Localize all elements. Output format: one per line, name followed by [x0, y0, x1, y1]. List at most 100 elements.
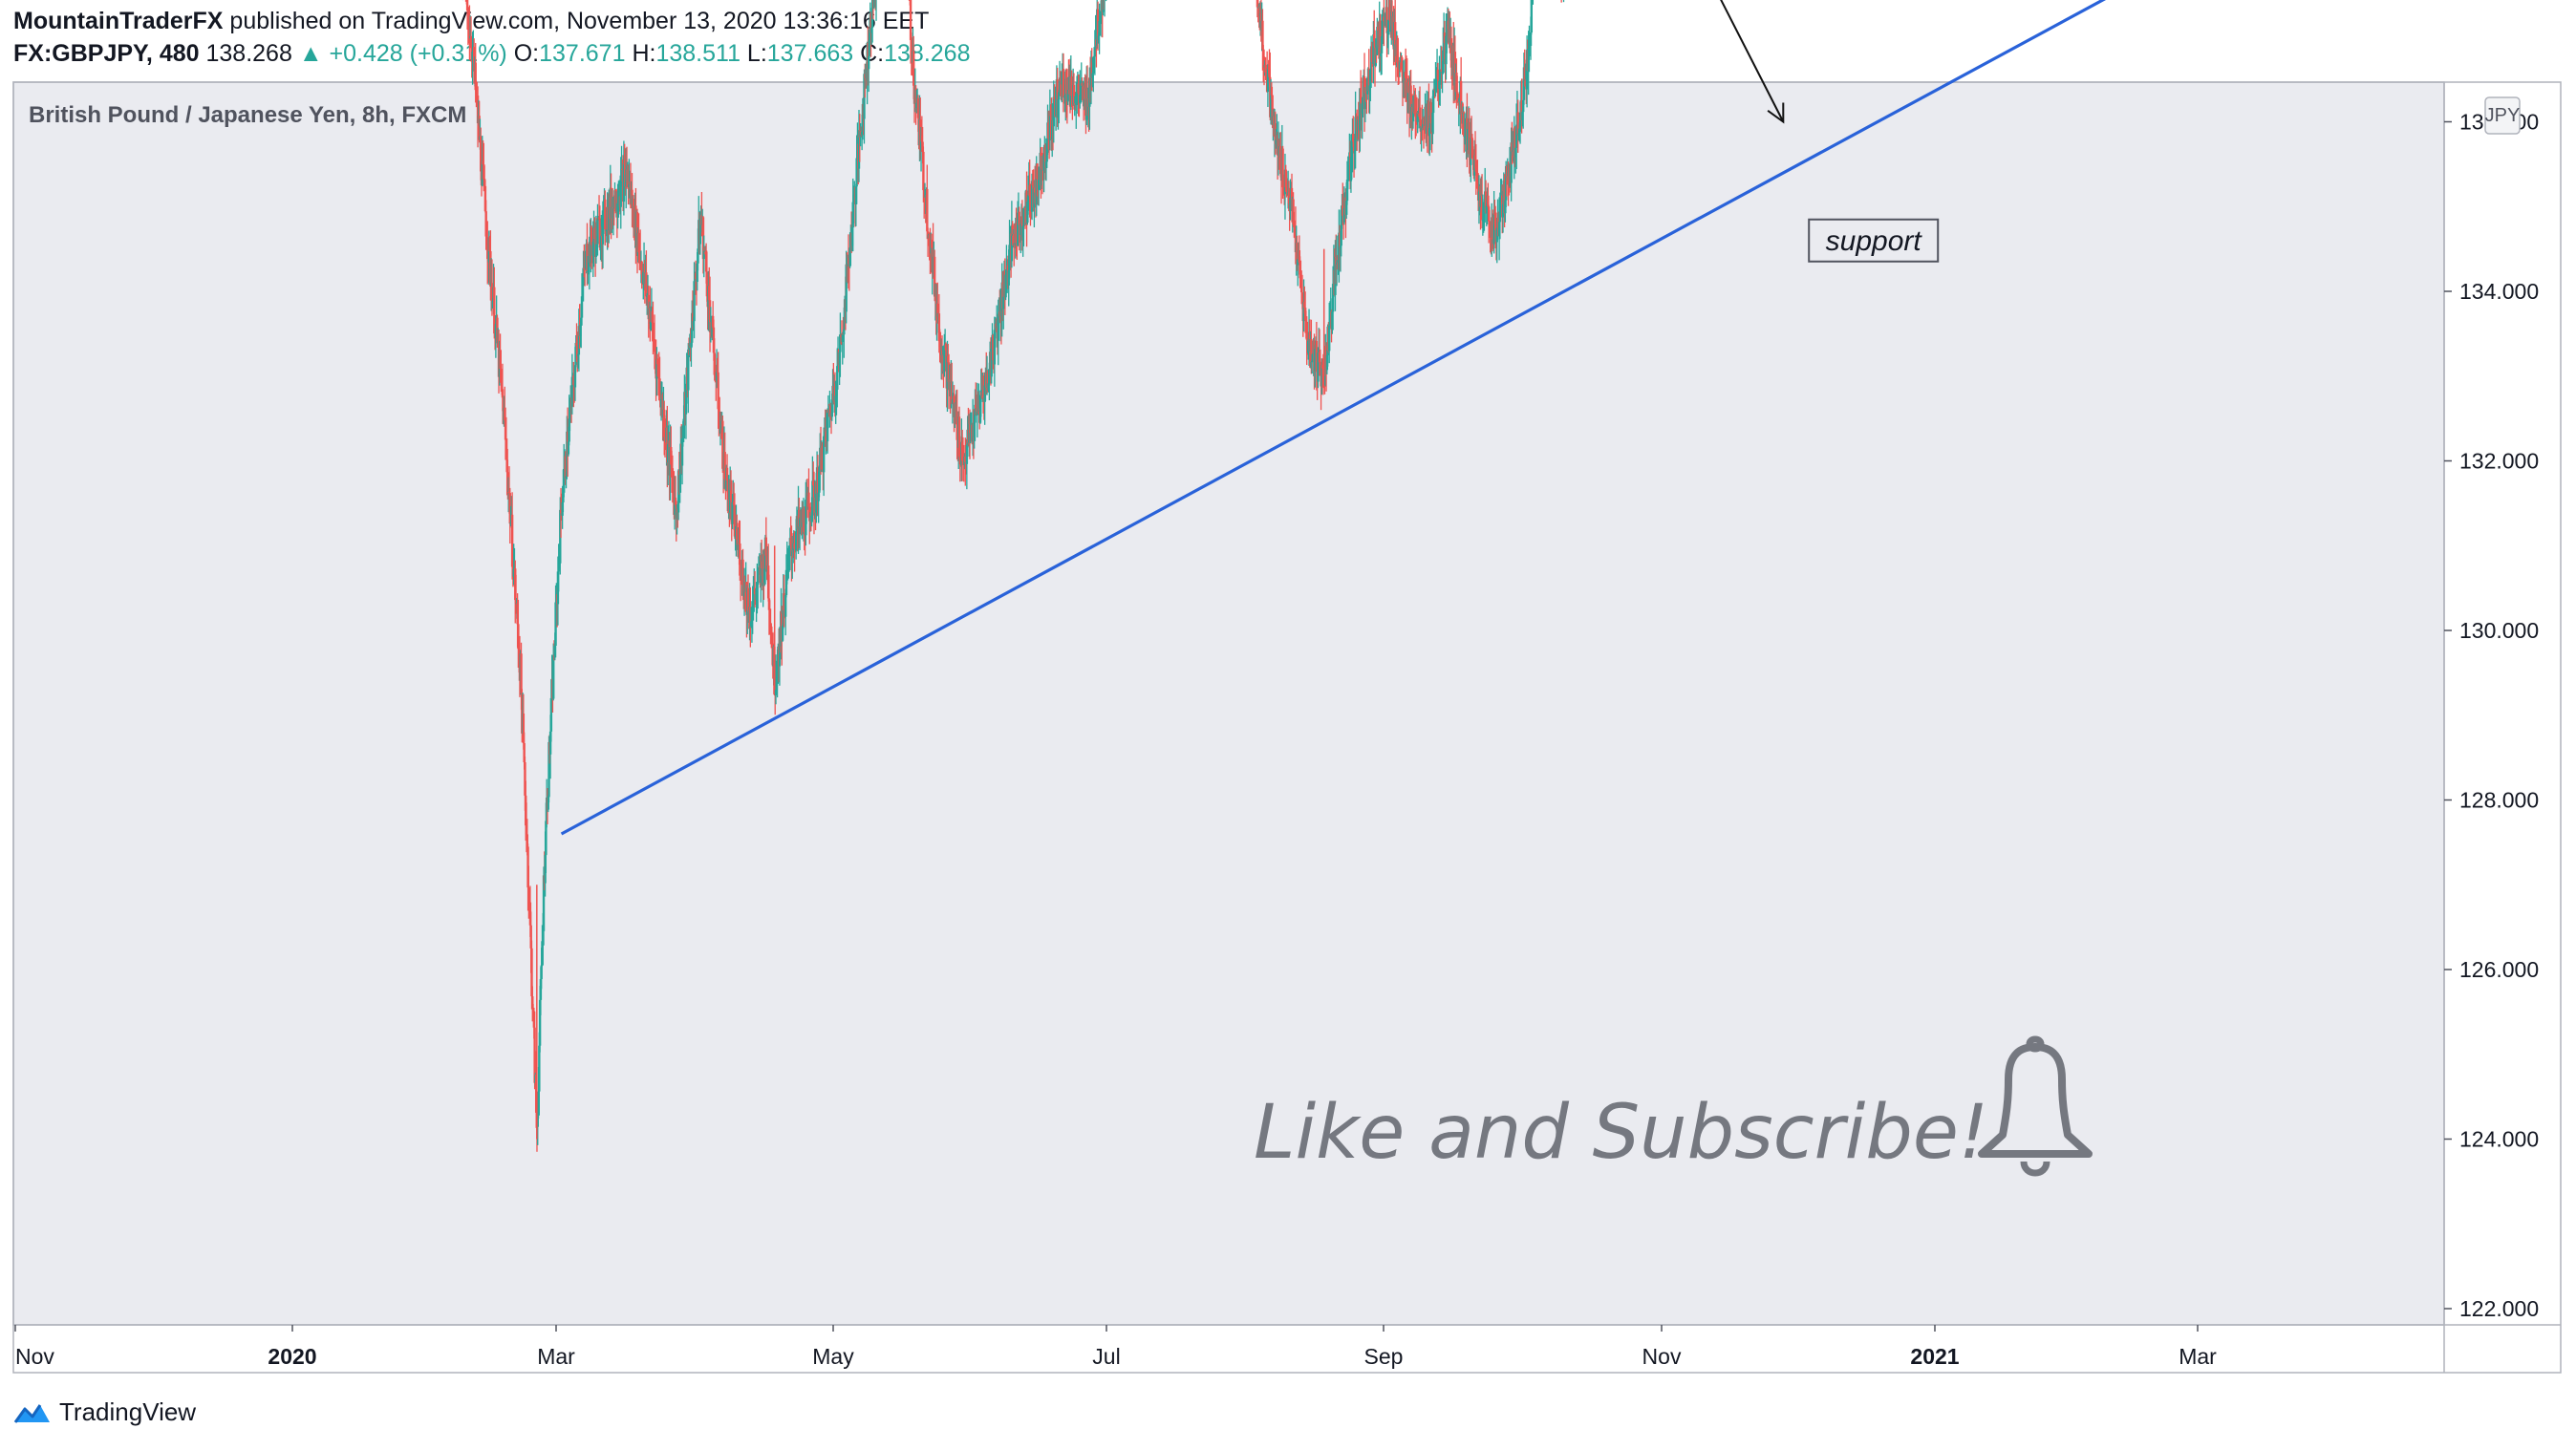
candle-body: [810, 515, 813, 522]
currency-label[interactable]: JPY: [2485, 105, 2521, 126]
candle-body: [663, 409, 666, 437]
candle-body: [857, 130, 861, 169]
candle-body: [791, 550, 794, 557]
candle-body: [1477, 191, 1481, 201]
candle-body: [521, 693, 524, 734]
candle-body: [1529, 45, 1532, 49]
candle-body: [472, 47, 476, 71]
candle-body: [988, 375, 991, 384]
candle-body: [969, 432, 972, 441]
candle-body: [504, 439, 508, 449]
candle-body: [987, 383, 990, 391]
candle-body: [1474, 160, 1478, 172]
x-tick-label: Nov: [15, 1344, 54, 1369]
candle-body: [1321, 368, 1325, 379]
candle-body: [915, 102, 918, 108]
candle-body: [1056, 79, 1059, 118]
candle-body: [868, 29, 871, 56]
tradingview-brand: TradingView: [59, 1397, 197, 1426]
time-axis[interactable]: Nov 2020 Mar May Jul Sep Nov 2021 Mar: [14, 1325, 2217, 1369]
candle-body: [676, 508, 678, 520]
candle-body: [693, 281, 696, 322]
candle-body: [1507, 176, 1510, 185]
candle-body: [528, 902, 532, 926]
candle-body: [737, 543, 741, 550]
candle-body: [1063, 95, 1066, 98]
candle-body: [993, 330, 997, 365]
candle-body: [557, 564, 560, 572]
candle-body: [767, 598, 771, 610]
candle-body: [1080, 82, 1083, 95]
candle-body: [816, 467, 820, 501]
candle-body: [612, 198, 615, 221]
candle-body: [1036, 163, 1039, 180]
candle-body: [697, 248, 699, 264]
candle-body: [490, 283, 494, 309]
candle-body: [986, 371, 990, 391]
candle-body: [789, 538, 792, 545]
currency-button[interactable]: JPY: [2484, 96, 2521, 135]
candle-body: [1356, 116, 1360, 138]
candle-body: [1383, 16, 1385, 22]
candle-body: [655, 358, 658, 379]
candle-body: [1044, 161, 1048, 168]
candle-body: [1438, 80, 1441, 90]
candle-body: [1092, 55, 1096, 72]
candle-body: [525, 825, 528, 835]
candle-body: [517, 624, 520, 650]
candle-body: [573, 365, 577, 388]
candle-body: [1079, 95, 1082, 103]
candle-body: [943, 345, 946, 372]
candle-body: [713, 352, 716, 375]
candle-body: [579, 325, 582, 336]
candle-body: [1504, 200, 1507, 214]
candle-body: [1442, 50, 1445, 73]
candle-body: [1446, 25, 1449, 36]
candle-body: [776, 672, 779, 678]
candle-body: [493, 287, 496, 334]
candle-body: [1455, 72, 1458, 93]
candle-body: [1051, 120, 1054, 139]
candle-body: [575, 342, 578, 346]
candle-body: [726, 480, 730, 512]
annotations-layer: resistancesupport: [1808, 218, 1940, 263]
candle-body: [1057, 99, 1060, 118]
last-price: 138.268: [205, 40, 292, 67]
price-axis[interactable]: 122.000 124.000 126.000 128.000 130.000 132.0…: [2444, 0, 2539, 1321]
candle-body: [855, 158, 858, 187]
candle-body: [1374, 48, 1377, 66]
candle-body: [587, 267, 590, 271]
candle-body: [1449, 38, 1453, 68]
candle-body: [919, 135, 923, 151]
candle-body: [763, 568, 766, 584]
candle-body: [1464, 136, 1468, 138]
candle-body: [1384, 12, 1387, 27]
candle-body: [526, 834, 528, 847]
candle-body: [830, 399, 833, 417]
like-subscribe-text: Like and Subscribe!: [1254, 1090, 1988, 1176]
candle-body: [1493, 213, 1496, 215]
candle-body: [755, 588, 758, 601]
candle-body: [739, 543, 741, 576]
candle-body: [587, 270, 590, 272]
candle-body: [1270, 86, 1274, 96]
candle-body: [1061, 72, 1063, 85]
candle-body: [1353, 150, 1357, 154]
candle-body: [1271, 95, 1274, 125]
candle-body: [712, 327, 716, 353]
plot-area[interactable]: [12, 81, 2445, 1326]
candle-body: [1011, 224, 1014, 236]
trendlines-layer[interactable]: [118, 0, 2144, 836]
candles-layer: [462, 0, 1565, 1152]
candle-body: [576, 345, 579, 356]
candle-body: [520, 653, 523, 694]
candle-body: [690, 342, 693, 349]
candle-body: [716, 371, 719, 373]
tradingview-logo[interactable]: TradingView: [13, 1397, 196, 1427]
candle-body: [1314, 349, 1317, 372]
author-name[interactable]: MountainTraderFX: [13, 8, 224, 34]
candle-body: [479, 136, 483, 172]
candle-body: [715, 371, 719, 381]
candle-body: [522, 714, 526, 744]
